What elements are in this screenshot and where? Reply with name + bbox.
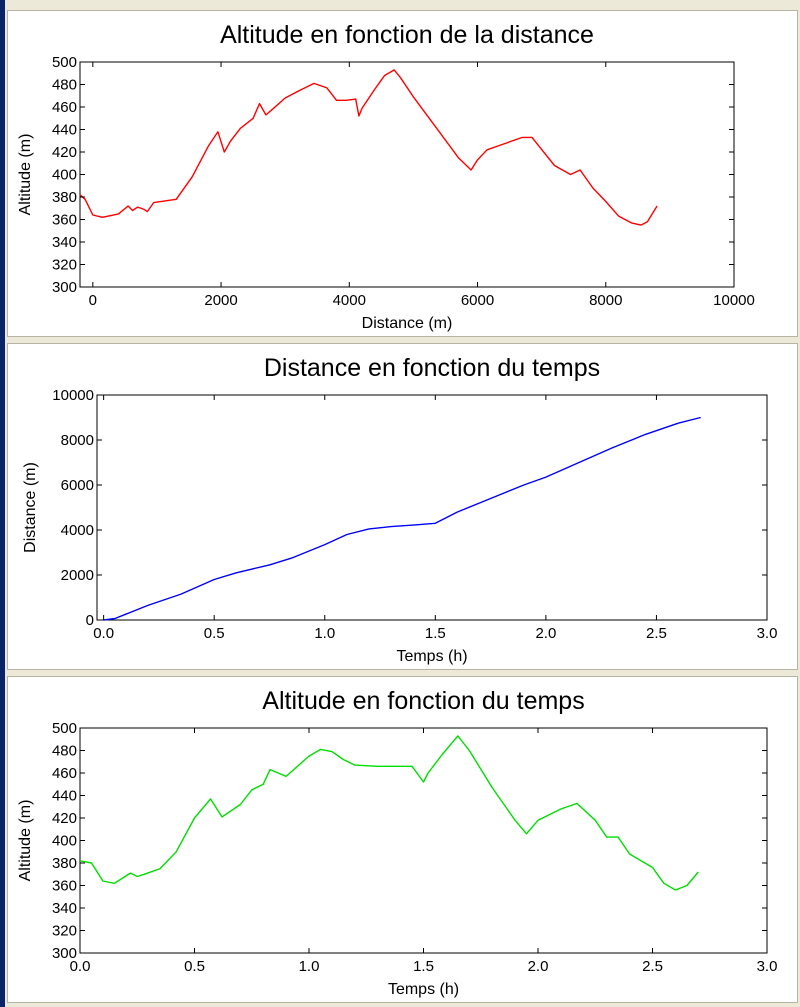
x-tick-label: 1.5 [413,958,434,975]
x-tick-label: 2.0 [528,958,549,975]
y-tick-label: 400 [52,167,77,184]
y-tick-label: 480 [52,743,77,760]
y-tick-label: 440 [52,122,77,139]
y-tick-label: 0 [86,612,94,629]
y-tick-label: 360 [52,878,77,895]
x-axis-label: Distance (m) [362,315,453,332]
y-tick-label: 400 [52,833,77,850]
x-tick-label: 2.5 [642,958,663,975]
y-tick-label: 2000 [61,567,94,584]
window-left-edge [0,0,5,1007]
plot-frame [79,61,735,288]
x-tick-label: 1.0 [299,958,320,975]
chart-title: Altitude en fonction de la distance [220,21,594,49]
y-tick-label: 420 [52,810,77,827]
y-tick-label: 480 [52,77,77,94]
y-tick-label: 380 [52,189,77,206]
x-tick-label: 10000 [713,292,755,309]
x-tick-label: 2.5 [646,625,667,642]
chart-distance-time: Distance en fonction du temps 0.0 0.5 1.0 1.… [22,354,778,665]
y-tick-label: 340 [52,900,77,917]
data-line-series-0 [103,416,701,621]
y-tick-label: 4000 [61,522,94,539]
x-tick-label: 0.5 [204,625,225,642]
x-tick-label: 0.5 [184,958,205,975]
y-tick-label: 500 [52,720,77,737]
chart-panel-distance-time: Distance en fonction du temps 0.0 0.5 1.0 1.… [7,343,798,670]
x-tick-label: 4000 [333,292,366,309]
y-tick-label: 10000 [52,387,94,404]
x-tick-label: 2.0 [535,625,556,642]
y-tick-label: 440 [52,788,77,805]
y-tick-label: 6000 [61,477,94,494]
data-line-series-0 [79,69,658,226]
chart-panel-altitude-time: Altitude en fonction du temps 0.0 0.5 1.0 1.… [7,676,798,1003]
y-axis-label: Altitude (m) [17,800,34,882]
y-axis-label: Altitude (m) [17,134,34,216]
chart-title: Altitude en fonction du temps [262,687,584,715]
x-tick-label: 3.0 [757,958,778,975]
y-tick-label: 360 [52,212,77,229]
y-tick-label: 8000 [61,432,94,449]
x-axis-label: Temps (h) [396,648,467,665]
x-tick-label: 2000 [204,292,237,309]
chart-panel-altitude-distance: Altitude en fonction de la distance 0 2000… [7,10,798,337]
x-axis-label: Temps (h) [388,981,459,998]
y-tick-label: 300 [52,945,77,962]
window-top-strip [0,0,800,8]
y-tick-label: 420 [52,144,77,161]
x-tick-label: 3.0 [757,625,778,642]
x-tick-label: 1.0 [314,625,335,642]
x-tick-label: 1.5 [425,625,446,642]
x-tick-label: 0.0 [93,625,114,642]
chart-altitude-time: Altitude en fonction du temps 0.0 0.5 1.0 1.… [17,687,778,998]
y-tick-label: 460 [52,99,77,116]
y-tick-label: 460 [52,765,77,782]
y-tick-label: 320 [52,257,77,274]
y-tick-label: 380 [52,855,77,872]
y-tick-label: 320 [52,923,77,940]
chart-altitude-distance: Altitude en fonction de la distance 0 2000… [17,21,755,332]
y-tick-label: 500 [52,54,77,71]
y-axis-label: Distance (m) [22,462,39,553]
x-tick-label: 0.0 [70,958,91,975]
chart-title: Distance en fonction du temps [264,354,600,382]
x-tick-label: 8000 [589,292,622,309]
data-line-series-0 [79,735,699,891]
y-tick-label: 340 [52,234,77,251]
x-tick-label: 0 [89,292,97,309]
y-tick-label: 300 [52,279,77,296]
x-tick-label: 6000 [461,292,494,309]
